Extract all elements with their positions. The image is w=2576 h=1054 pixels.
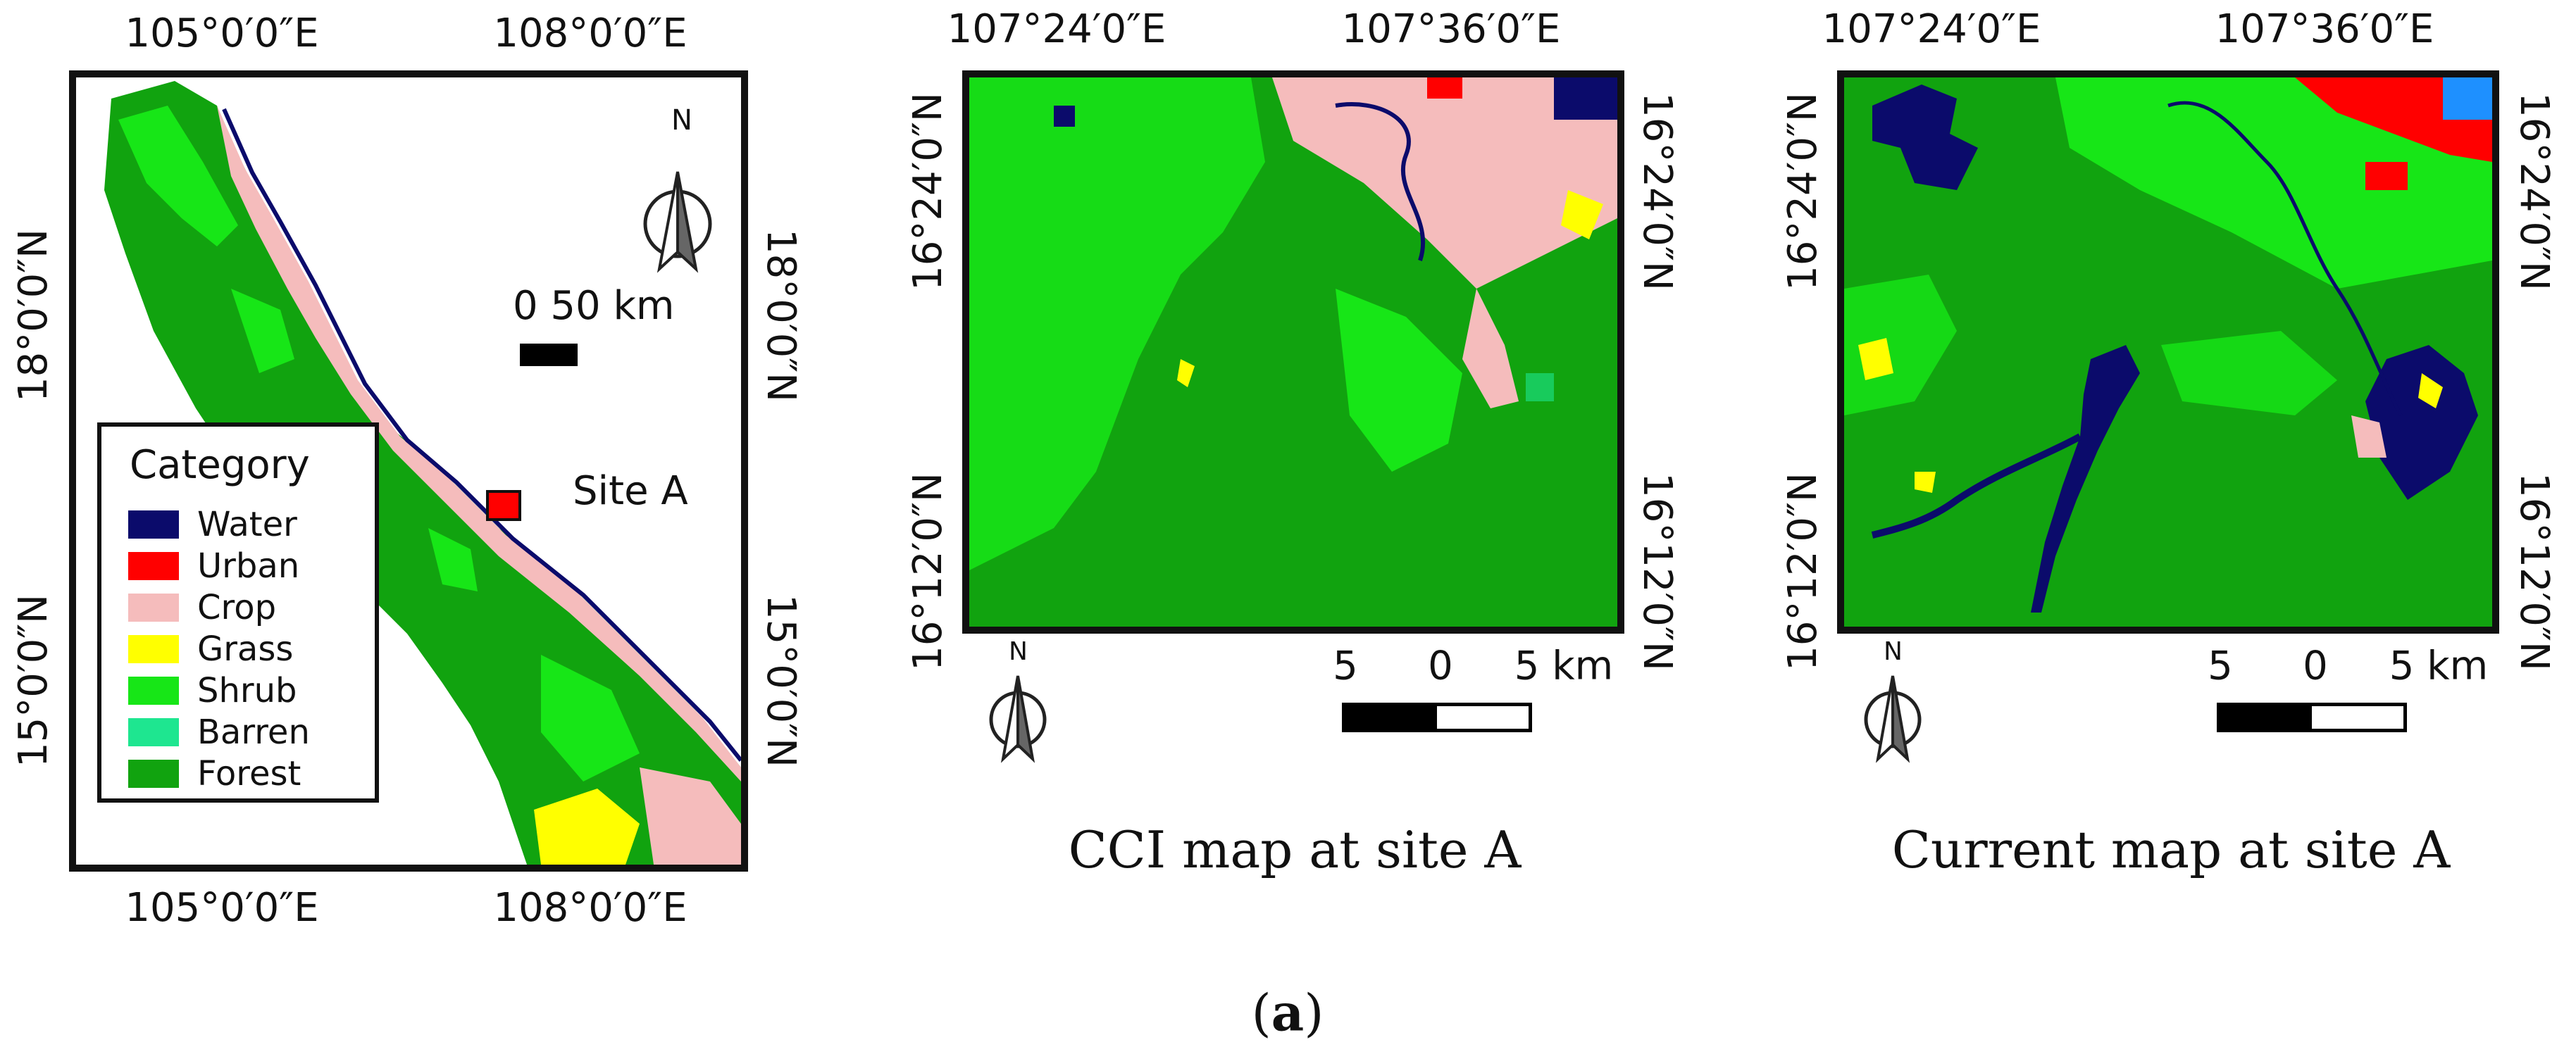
overview-north-label: N <box>671 104 692 137</box>
legend-label: Barren <box>197 713 310 752</box>
current-reservoir-center <box>2031 345 2140 613</box>
overview-top-lon-label-2: 108°0′0″E <box>493 11 687 56</box>
cci-urban-block <box>1427 77 1462 99</box>
legend-label: Shrub <box>197 671 297 710</box>
overview-map-frame: N 0 50 km Site A Category Water Urban Cr… <box>69 70 748 872</box>
overview-right-lat-label-1: 18°0′0″N <box>758 228 804 403</box>
current-scale-label-left: 5 <box>2208 643 2233 689</box>
cci-water-block <box>1554 77 1617 120</box>
current-scale-label-right: 5 km <box>2389 643 2489 689</box>
current-shrub-area <box>2055 77 2492 289</box>
current-north-arrow-icon <box>1864 675 1922 763</box>
cci-scale-label-mid: 0 <box>1428 643 1453 689</box>
coast-water <box>222 108 741 762</box>
current-grass-spots <box>1858 338 2443 493</box>
legend-label: Forest <box>197 754 301 793</box>
legend-title: Category <box>130 442 310 488</box>
current-reservoir-east <box>2365 345 2478 500</box>
cci-water-spot <box>1054 106 1075 127</box>
overview-bottom-lon-label-2: 108°0′0″E <box>493 885 687 931</box>
overview-north-arrow-icon <box>643 171 712 273</box>
current-crop-patch <box>2351 415 2387 458</box>
current-scale-bar <box>2217 703 2407 732</box>
overview-map <box>104 81 741 865</box>
current-top-lon-label-1: 107°24′0″E <box>1822 6 2041 52</box>
current-river <box>2167 101 2403 417</box>
cci-barren-spot <box>1526 373 1554 401</box>
site-a-marker <box>486 490 521 521</box>
legend-item-shrub: Shrub <box>128 671 297 710</box>
legend-swatch <box>128 594 179 622</box>
cci-crop-area <box>1272 77 1617 289</box>
figure-label: (a) <box>1251 982 1324 1043</box>
shrub-patches <box>118 106 640 782</box>
current-left-lat-label-1: 16°24′0″N <box>1780 92 1826 291</box>
current-urban-patch <box>2365 162 2408 190</box>
cci-north-arrow-icon <box>989 675 1047 763</box>
current-shrub-patches <box>1844 275 2337 415</box>
legend-swatch <box>128 552 179 580</box>
current-north-label: N <box>1884 637 1903 666</box>
cci-shrub-area <box>969 77 1265 570</box>
cci-scale-label-left: 5 <box>1333 643 1358 689</box>
cci-right-lat-label-1: 16°24′0″N <box>1634 92 1680 291</box>
current-right-lat-label-1: 16°24′0″N <box>2511 92 2557 291</box>
legend-item-barren: Barren <box>128 713 310 752</box>
current-reservoir-branch <box>1871 433 2082 539</box>
cci-shrub-area-2 <box>1336 289 1462 472</box>
grass-south <box>534 789 640 865</box>
current-left-lat-label-2: 16°12′0″N <box>1780 472 1826 671</box>
legend: Category Water Urban Crop Grass Shrub Ba… <box>97 422 379 803</box>
overview-right-lat-label-2: 15°0′0″N <box>758 594 804 768</box>
current-map <box>1844 77 2492 627</box>
cci-top-lon-label-2: 107°36′0″E <box>1341 6 1561 52</box>
overview-left-lat-label-2: 15°0′0″N <box>11 594 56 768</box>
cci-river <box>1335 102 1426 261</box>
legend-item-crop: Crop <box>128 588 277 627</box>
crop-coast <box>217 106 741 782</box>
crop-south <box>640 767 741 865</box>
cci-map <box>969 77 1617 627</box>
overview-top-lon-label-1: 105°0′0″E <box>125 11 319 56</box>
cci-scale-bar <box>1342 703 1532 732</box>
current-caption: Current map at site A <box>1891 820 2451 879</box>
legend-item-grass: Grass <box>128 629 294 669</box>
cci-scale-label-right: 5 km <box>1514 643 1614 689</box>
current-top-lon-label-2: 107°36′0″E <box>2215 6 2434 52</box>
legend-label: Water <box>197 505 297 544</box>
current-scale-label-mid: 0 <box>2303 643 2328 689</box>
current-reservoir-north <box>1872 84 1978 190</box>
legend-item-urban: Urban <box>128 546 300 586</box>
legend-label: Crop <box>197 588 277 627</box>
cci-map-frame <box>962 70 1624 634</box>
current-map-frame <box>1837 70 2499 634</box>
cci-top-lon-label-1: 107°24′0″E <box>947 6 1166 52</box>
overview-scale-bar <box>520 344 578 366</box>
cci-right-lat-label-2: 16°12′0″N <box>1634 472 1680 671</box>
site-a-label: Site A <box>573 468 688 514</box>
overview-left-lat-label-1: 18°0′0″N <box>11 228 56 403</box>
legend-swatch <box>128 760 179 788</box>
cci-caption: CCI map at site A <box>1068 820 1522 879</box>
legend-swatch <box>128 718 179 746</box>
overview-bottom-lon-label-1: 105°0′0″E <box>125 885 319 931</box>
legend-swatch <box>128 510 179 539</box>
current-right-lat-label-2: 16°12′0″N <box>2511 472 2557 671</box>
legend-swatch <box>128 635 179 663</box>
cci-left-lat-label-2: 16°12′0″N <box>905 472 951 671</box>
legend-item-forest: Forest <box>128 754 301 793</box>
legend-label: Urban <box>197 546 300 586</box>
cci-north-label: N <box>1009 637 1028 666</box>
cci-crop-strip <box>1462 289 1519 408</box>
cci-left-lat-label-1: 16°24′0″N <box>905 92 951 291</box>
legend-label: Grass <box>197 629 294 669</box>
legend-swatch <box>128 677 179 705</box>
legend-item-water: Water <box>128 505 297 544</box>
current-sea <box>2443 77 2492 120</box>
overview-scale-label: 0 50 km <box>513 283 675 329</box>
